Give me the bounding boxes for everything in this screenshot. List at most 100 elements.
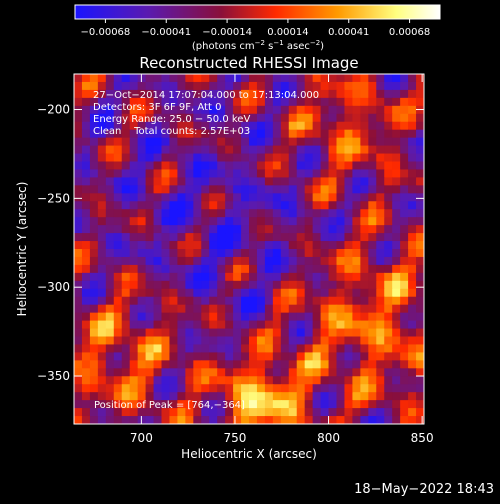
heatmap-cell (272, 169, 282, 178)
heatmap-cell (105, 249, 115, 258)
heatmap-cell (296, 97, 306, 107)
heatmap-cell (336, 129, 346, 139)
heatmap-cell (352, 368, 361, 377)
heatmap-cell (320, 193, 330, 202)
heatmap-cell (121, 352, 131, 361)
heatmap-cell (416, 360, 424, 369)
heatmap-cell (416, 408, 424, 417)
heatmap-cell (74, 408, 83, 417)
heatmap-cell (121, 177, 131, 186)
heatmap-cell (97, 201, 107, 210)
heatmap-cell (225, 272, 234, 282)
heatmap-cell (233, 272, 242, 282)
heatmap-cell (264, 89, 274, 99)
heatmap-cell (256, 169, 266, 178)
heatmap-cell (400, 376, 409, 385)
heatmap-cell (121, 225, 131, 234)
heatmap-cell (312, 352, 322, 361)
heatmap-cell (416, 201, 424, 210)
heatmap-cell (264, 280, 274, 290)
heatmap-cell (368, 241, 377, 250)
heatmap-cell (225, 360, 234, 369)
heatmap-cell (233, 185, 242, 194)
heatmap-cell (89, 416, 99, 424)
heatmap-cell (201, 145, 210, 155)
heatmap-cell (264, 137, 274, 147)
heatmap-cell (400, 97, 409, 107)
heatmap-cell (264, 74, 274, 83)
heatmap-cell (272, 113, 282, 123)
heatmap-cell (384, 89, 393, 99)
heatmap-cell (217, 113, 226, 123)
heatmap-cell (264, 113, 274, 123)
footer-timestamp: 18−May−2022 18:43 (354, 482, 494, 497)
heatmap-cell (161, 97, 171, 107)
heatmap-cell (360, 296, 369, 306)
heatmap-cell (241, 280, 250, 290)
heatmap-cell (336, 328, 346, 338)
heatmap-cell (264, 121, 274, 131)
heatmap-cell (185, 209, 194, 218)
heatmap-cell (241, 384, 250, 393)
heatmap-cell (400, 384, 409, 393)
heatmap-cell (201, 296, 210, 306)
heatmap-cell (193, 416, 202, 424)
heatmap-cell (336, 145, 346, 155)
heatmap-cell (400, 280, 409, 290)
heatmap-cell (328, 384, 338, 393)
heatmap-cell (296, 209, 306, 218)
heatmap-cell (105, 169, 115, 178)
y-tick-label: −350 (37, 369, 70, 383)
heatmap-cell (81, 312, 91, 322)
heatmap-cell (169, 264, 178, 274)
heatmap-cell (137, 280, 147, 290)
heatmap-cell (153, 193, 163, 202)
heatmap-cell (408, 400, 417, 409)
heatmap-cell (193, 161, 202, 171)
heatmap-cell (376, 233, 385, 242)
heatmap-cell (368, 352, 377, 361)
heatmap-cell (129, 129, 139, 139)
heatmap-cell (89, 177, 99, 186)
heatmap-cell (137, 256, 147, 266)
heatmap-cell (336, 344, 346, 353)
heatmap-cell (360, 74, 369, 83)
heatmap-cell (89, 272, 99, 282)
heatmap-cell (272, 304, 282, 314)
heatmap-cell (249, 296, 258, 306)
heatmap-cell (376, 185, 385, 194)
heatmap-cell (400, 217, 409, 226)
heatmap-cell (249, 81, 258, 91)
heatmap-cell (217, 193, 226, 202)
heatmap-cell (89, 225, 99, 234)
heatmap-cell (169, 408, 178, 417)
heatmap-cell (225, 129, 234, 139)
heatmap-cell (384, 81, 393, 91)
heatmap-cell (217, 169, 226, 178)
heatmap-cell (113, 193, 123, 202)
heatmap-cell (280, 97, 290, 107)
heatmap-cell (209, 105, 218, 115)
heatmap-cell (280, 145, 290, 155)
heatmap-cell (89, 360, 99, 369)
heatmap-cell (225, 201, 234, 210)
heatmap-cell (74, 153, 83, 163)
heatmap-cell (129, 264, 139, 274)
heatmap-cell (105, 97, 115, 107)
heatmap-cell (113, 416, 123, 424)
heatmap-cell (272, 416, 282, 424)
heatmap-cell (193, 320, 202, 330)
heatmap-cell (400, 161, 409, 171)
heatmap-cell (97, 129, 107, 139)
heatmap-cell (105, 137, 115, 147)
colorbar-tick-label: −0.00041 (141, 27, 191, 38)
heatmap-cell (288, 249, 298, 258)
heatmap-cell (145, 105, 155, 115)
heatmap-cell (193, 121, 202, 131)
heatmap-cell (392, 280, 401, 290)
heatmap-cell (304, 400, 314, 409)
heatmap-cell (368, 225, 377, 234)
heatmap-cell (376, 209, 385, 218)
heatmap-cell (320, 89, 330, 99)
heatmap-cell (249, 320, 258, 330)
